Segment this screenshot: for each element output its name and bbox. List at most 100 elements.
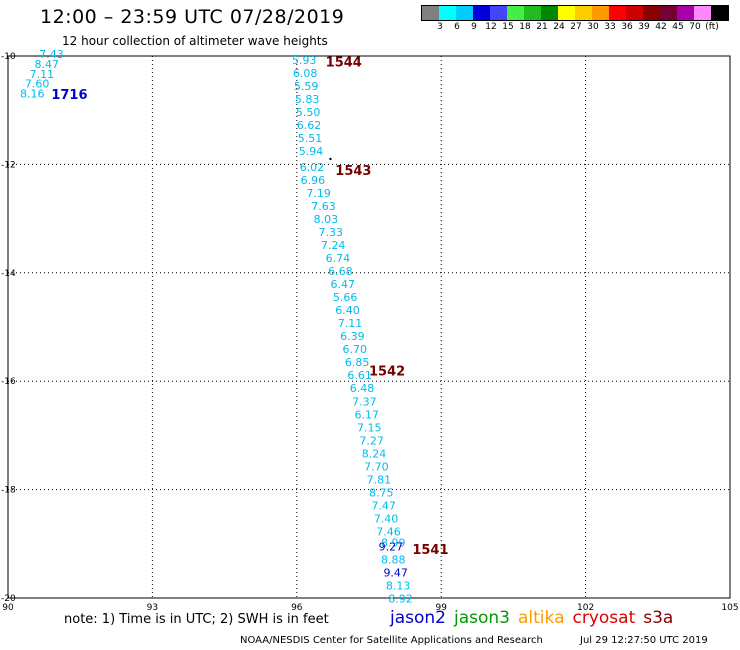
generated-timestamp: Jul 29 12:27:50 UTC 2019 bbox=[580, 635, 708, 646]
data-point-label: 6.40 bbox=[335, 304, 360, 317]
data-point-label: 7.40 bbox=[374, 512, 399, 525]
legend-s3a: s3a bbox=[643, 608, 674, 628]
data-point-label: 6.08 bbox=[293, 67, 318, 80]
track-marker-dot bbox=[329, 157, 332, 161]
track-labels: 1716 1544 1543 1542 1541 bbox=[51, 55, 448, 558]
color-swatch bbox=[507, 6, 524, 20]
data-point-label: 7.63 bbox=[311, 200, 336, 213]
data-point-label: 7.15 bbox=[357, 421, 382, 434]
color-scale-label: 21 bbox=[536, 22, 548, 32]
color-swatch bbox=[643, 6, 660, 20]
color-swatch bbox=[439, 6, 456, 20]
plot-frame bbox=[7, 55, 731, 599]
data-point-label: 7.33 bbox=[318, 226, 343, 239]
data-point-label: 6.68 bbox=[328, 265, 353, 278]
color-scale-label: 30 bbox=[587, 22, 599, 32]
page-title: 12:00 – 23:59 UTC 07/28/2019 bbox=[40, 6, 345, 28]
data-point-label: 5.83 bbox=[295, 93, 320, 106]
data-point-label: 5.59 bbox=[294, 80, 319, 93]
color-swatch bbox=[456, 6, 473, 20]
x-tick-label: 90 bbox=[2, 603, 14, 613]
data-point-label: 6.85 bbox=[345, 356, 370, 369]
y-tick-label: -12 bbox=[1, 160, 16, 170]
color-swatch bbox=[422, 6, 439, 20]
data-point-label: 7.46 bbox=[376, 525, 401, 538]
page-subtitle: 12 hour collection of altimeter wave hei… bbox=[62, 34, 328, 48]
x-axis-ticks: 90 93 96 99 102 105 bbox=[2, 603, 738, 613]
data-point-label: 7.24 bbox=[321, 239, 346, 252]
data-point-label: 7.37 bbox=[352, 395, 377, 408]
data-point-label: 6.61 bbox=[347, 369, 372, 382]
color-scale-label: 18 bbox=[519, 22, 531, 32]
track-label: 1542 bbox=[369, 364, 405, 379]
color-scale-label: 9 bbox=[471, 22, 477, 32]
data-point-label: 9.47 bbox=[383, 567, 408, 580]
color-swatch bbox=[592, 6, 609, 20]
color-scale-label: 70 bbox=[689, 22, 701, 32]
legend-cryosat: cryosat bbox=[572, 608, 636, 628]
x-tick-label: 99 bbox=[435, 603, 447, 613]
data-point-label: 7.60 bbox=[25, 78, 49, 91]
color-swatch bbox=[490, 6, 507, 20]
y-tick-label: -10 bbox=[1, 52, 16, 62]
data-point-label: 8.75 bbox=[369, 486, 394, 499]
data-point-label: 7.11 bbox=[338, 317, 363, 330]
data-point-label: 5.51 bbox=[298, 132, 323, 145]
data-point-label: 5.94 bbox=[299, 145, 324, 158]
color-scale-label: 6 bbox=[454, 22, 460, 32]
y-tick-label: -18 bbox=[1, 486, 16, 496]
data-point-label: 5.66 bbox=[333, 291, 358, 304]
track-label: 1541 bbox=[412, 543, 448, 558]
data-point-label: 6.70 bbox=[343, 343, 368, 356]
y-tick-label: -20 bbox=[1, 594, 16, 604]
data-point-label: 8.16 bbox=[20, 87, 45, 100]
data-point-label: 8.99 bbox=[381, 537, 406, 550]
data-point-label: 8.03 bbox=[314, 213, 339, 226]
color-scale-label: 39 bbox=[638, 22, 650, 32]
color-swatch bbox=[609, 6, 626, 20]
color-scale-label: 24 bbox=[553, 22, 565, 32]
data-point-label: 8.92 bbox=[388, 593, 413, 606]
color-scale-label: 45 bbox=[672, 22, 684, 32]
plot-grid bbox=[8, 56, 730, 598]
data-point-label: 7.70 bbox=[364, 460, 389, 473]
color-scale-label: 15 bbox=[502, 22, 514, 32]
data-point-label: 8.47 bbox=[34, 58, 59, 71]
footnote: note: 1) Time is in UTC; 2) SWH is in fe… bbox=[64, 612, 329, 627]
data-point-label: 6.96 bbox=[301, 174, 326, 187]
color-swatch bbox=[694, 6, 711, 20]
track-label: 1544 bbox=[326, 55, 362, 70]
data-point-label: 7.81 bbox=[367, 473, 392, 486]
data-point-label: 6.02 bbox=[300, 161, 325, 174]
x-tick-label: 96 bbox=[291, 603, 303, 613]
color-scale-label: 36 bbox=[621, 22, 633, 32]
legend-altika: altika bbox=[518, 608, 565, 628]
x-tick-label: 102 bbox=[577, 603, 594, 613]
color-scale-label: 42 bbox=[655, 22, 667, 32]
track-label: 1543 bbox=[335, 164, 371, 179]
x-tick-label: 105 bbox=[721, 603, 738, 613]
x-tick-label: 93 bbox=[147, 603, 158, 613]
data-point-label: 6.47 bbox=[330, 278, 355, 291]
legend-jason2: jason2 bbox=[390, 608, 446, 628]
data-point-label: 8.24 bbox=[362, 447, 387, 460]
color-swatch bbox=[660, 6, 677, 20]
color-scale-label: 27 bbox=[570, 22, 582, 32]
y-tick-label: -16 bbox=[1, 377, 16, 387]
color-swatch bbox=[558, 6, 575, 20]
color-swatch bbox=[473, 6, 490, 20]
satellite-legend: jason2 jason3 altika cryosat s3a bbox=[390, 608, 681, 628]
data-point-label: 7.43 bbox=[39, 48, 64, 61]
data-point-label: 6.48 bbox=[350, 382, 375, 395]
credit-line: NOAA/NESDIS Center for Satellite Applica… bbox=[240, 635, 543, 646]
data-point-label: 5.50 bbox=[296, 106, 321, 119]
data-point-label: 6.39 bbox=[340, 330, 365, 343]
data-point-label: 6.17 bbox=[355, 408, 380, 421]
color-scale-bar bbox=[421, 5, 729, 21]
data-point-label: 6.62 bbox=[297, 119, 322, 132]
color-swatch bbox=[575, 6, 592, 20]
data-point-label: 7.11 bbox=[30, 68, 55, 81]
color-scale-label: 33 bbox=[604, 22, 616, 32]
data-point-label: 5.93 bbox=[292, 54, 317, 67]
